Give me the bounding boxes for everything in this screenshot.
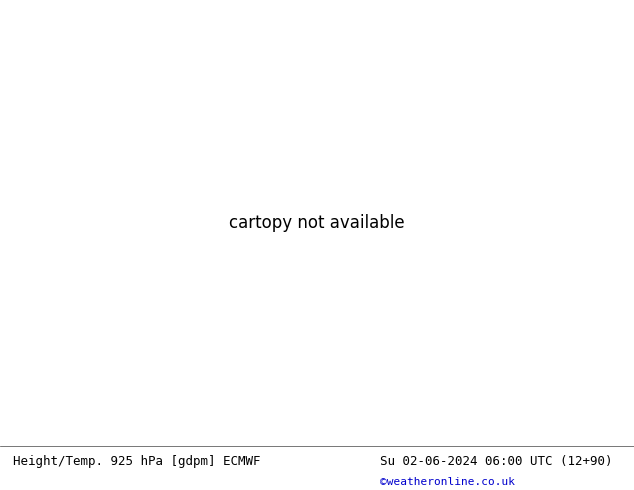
Text: Su 02-06-2024 06:00 UTC (12+90): Su 02-06-2024 06:00 UTC (12+90) — [380, 455, 613, 468]
Text: cartopy not available: cartopy not available — [229, 214, 405, 232]
Text: ©weatheronline.co.uk: ©weatheronline.co.uk — [380, 477, 515, 487]
Text: Height/Temp. 925 hPa [gdpm] ECMWF: Height/Temp. 925 hPa [gdpm] ECMWF — [13, 455, 260, 468]
